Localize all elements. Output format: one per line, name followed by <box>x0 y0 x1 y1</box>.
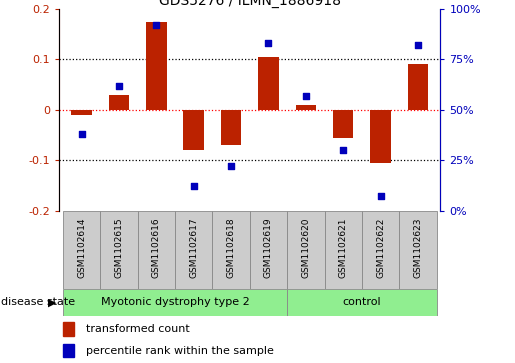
Point <box>227 163 235 169</box>
Point <box>376 193 385 199</box>
Text: Myotonic dystrophy type 2: Myotonic dystrophy type 2 <box>100 297 249 307</box>
Bar <box>258 57 279 110</box>
Bar <box>63 344 75 357</box>
Text: GSM1102618: GSM1102618 <box>227 218 235 278</box>
Text: GSM1102614: GSM1102614 <box>77 218 86 278</box>
Text: ▶: ▶ <box>48 297 57 307</box>
Text: percentile rank within the sample: percentile rank within the sample <box>86 346 274 356</box>
Bar <box>146 22 167 110</box>
Point <box>115 83 123 89</box>
Bar <box>63 289 287 316</box>
Text: GSM1102623: GSM1102623 <box>414 218 422 278</box>
Text: GSM1102622: GSM1102622 <box>376 218 385 278</box>
Point <box>414 42 422 48</box>
Point <box>302 93 310 99</box>
Text: transformed count: transformed count <box>86 324 190 334</box>
Bar <box>287 211 324 289</box>
Bar <box>408 65 428 110</box>
Text: control: control <box>342 297 381 307</box>
Point <box>78 131 86 137</box>
Text: GSM1102615: GSM1102615 <box>114 218 124 278</box>
Bar <box>63 211 100 289</box>
Bar <box>63 322 75 336</box>
Bar <box>287 289 437 316</box>
Point <box>152 22 161 28</box>
Text: GSM1102619: GSM1102619 <box>264 218 273 278</box>
Text: GSM1102621: GSM1102621 <box>339 218 348 278</box>
Bar <box>175 211 212 289</box>
Text: GSM1102620: GSM1102620 <box>301 218 311 278</box>
Text: GSM1102617: GSM1102617 <box>189 218 198 278</box>
Bar <box>100 211 138 289</box>
Bar <box>212 211 250 289</box>
Text: GSM1102616: GSM1102616 <box>152 218 161 278</box>
Point <box>264 40 272 46</box>
Text: disease state: disease state <box>1 297 75 307</box>
Bar <box>221 110 242 145</box>
Bar <box>399 211 437 289</box>
Bar <box>109 95 129 110</box>
Bar <box>296 105 316 110</box>
Bar <box>333 110 353 138</box>
Bar <box>362 211 399 289</box>
Bar <box>324 211 362 289</box>
Bar <box>183 110 204 150</box>
Bar <box>370 110 391 163</box>
Bar <box>138 211 175 289</box>
Point <box>190 183 198 189</box>
Point <box>339 147 347 153</box>
Title: GDS5276 / ILMN_1886918: GDS5276 / ILMN_1886918 <box>159 0 341 8</box>
Bar <box>250 211 287 289</box>
Bar <box>72 110 92 115</box>
